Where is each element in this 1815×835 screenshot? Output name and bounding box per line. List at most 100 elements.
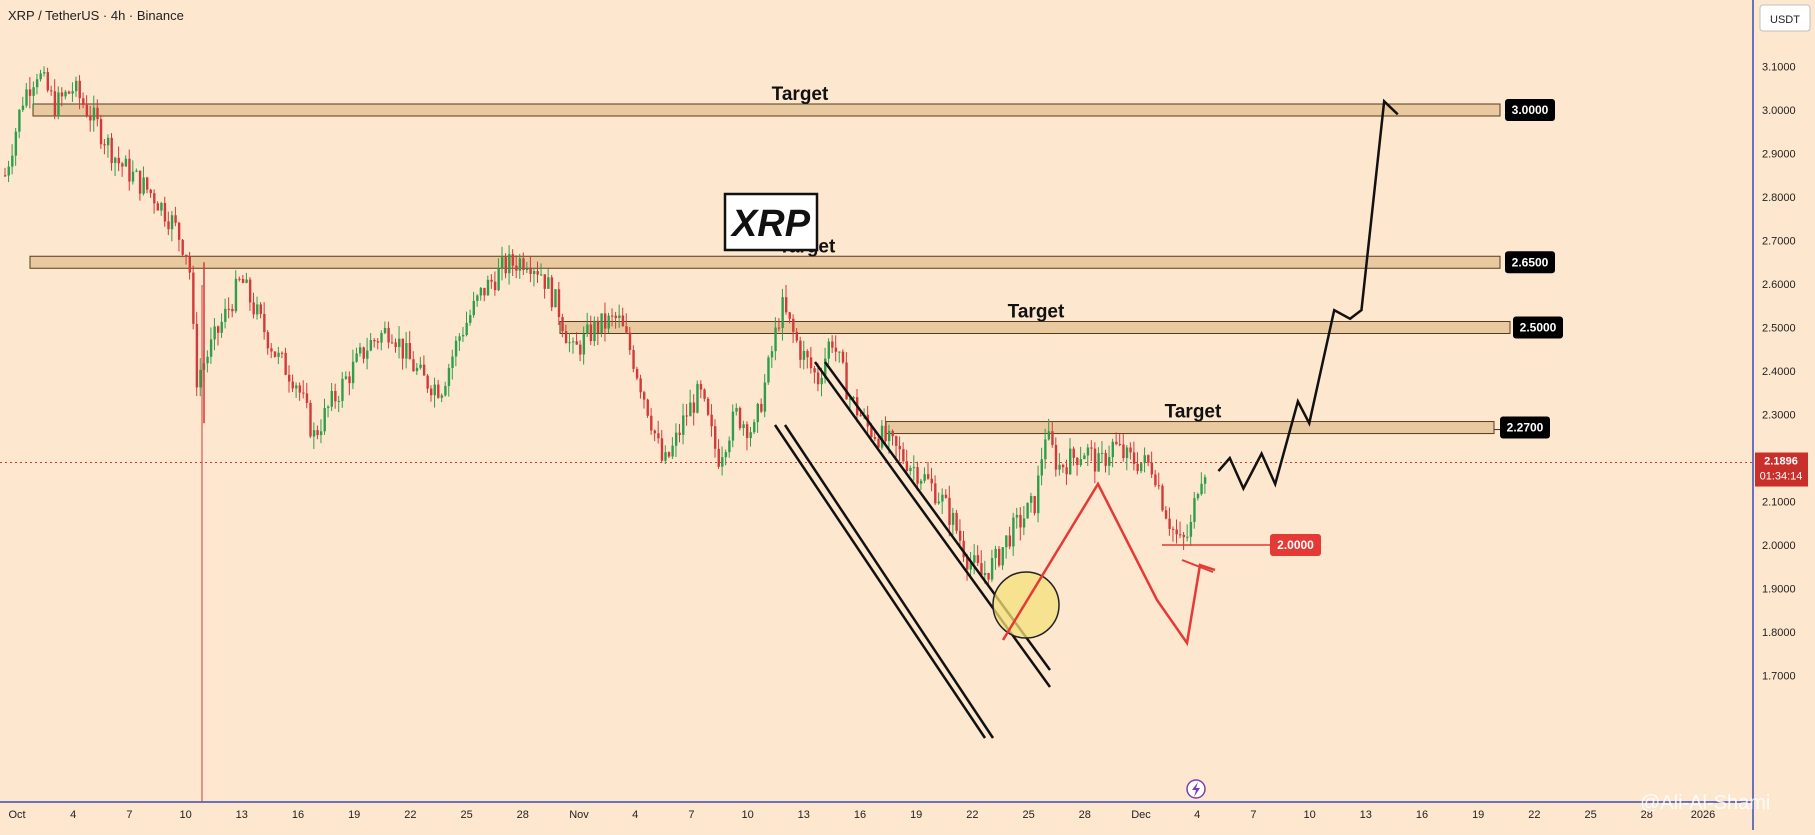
candle (288, 365, 291, 393)
candle (21, 96, 25, 112)
candle (1054, 437, 1058, 477)
candle (177, 221, 181, 252)
candle (220, 313, 223, 338)
candle (919, 478, 923, 490)
candle (1104, 449, 1107, 473)
candle (213, 318, 216, 351)
candle (934, 475, 937, 506)
candle (944, 489, 948, 499)
candle (1179, 521, 1182, 539)
y-tick-label: 2.6000 (1762, 279, 1796, 291)
candle (440, 393, 444, 403)
candle (493, 271, 497, 296)
breakout-highlight-circle (992, 571, 1060, 639)
candle (770, 345, 774, 368)
target-value: 2.6500 (1512, 255, 1549, 269)
y-tick-label: 2.5000 (1762, 323, 1796, 335)
candle (1019, 507, 1022, 541)
candle (1076, 457, 1079, 476)
candle (678, 424, 681, 443)
currency-button[interactable]: USDT (1759, 4, 1811, 32)
candle (1079, 446, 1083, 467)
candle (309, 400, 312, 439)
candle (1157, 472, 1161, 490)
candle (664, 445, 667, 464)
candle (568, 332, 571, 353)
candle (990, 549, 994, 583)
candle (192, 265, 195, 330)
x-tick-label: 4 (70, 809, 76, 821)
candle (195, 312, 199, 397)
y-tick-label: 3.0000 (1762, 105, 1796, 117)
x-tick-label: 28 (517, 809, 529, 821)
candle (302, 380, 305, 399)
x-axis: Oct 4 7 10 13 16 19 22 25 28 Nov 4 7 10 13 16 19 22 25 28 De… (8, 809, 1715, 821)
candle (596, 316, 600, 346)
target-label: Target (772, 84, 829, 105)
x-tick-label: 16 (854, 809, 866, 821)
candle (561, 313, 564, 338)
title-box: XRP (723, 192, 819, 252)
x-tick-label: 28 (1079, 809, 1091, 821)
candle (522, 252, 525, 275)
candle (4, 167, 7, 178)
candle (25, 82, 28, 108)
candle (92, 95, 96, 132)
candle (809, 346, 813, 374)
candle (114, 156, 117, 176)
candle (291, 374, 294, 393)
candle (927, 461, 930, 480)
x-tick-label: 7 (1250, 809, 1256, 821)
candle (834, 335, 838, 362)
candle (376, 338, 380, 350)
candle (238, 276, 241, 282)
candle (763, 374, 767, 418)
candle (550, 274, 554, 312)
candle (422, 355, 426, 376)
candle (369, 332, 373, 352)
x-tick-label: 19 (1472, 809, 1484, 821)
candle (1061, 463, 1065, 473)
candle (600, 313, 603, 338)
candle (895, 435, 898, 458)
candle (206, 350, 209, 373)
candle (39, 69, 42, 82)
candle (185, 254, 188, 265)
candle (1125, 444, 1129, 471)
candle (1072, 446, 1075, 466)
candle (479, 287, 483, 301)
x-tick-label: 25 (460, 809, 472, 821)
candle (650, 408, 653, 435)
target-zone: Target 2.5000 (559, 302, 1563, 339)
candle (71, 82, 74, 103)
candle (252, 292, 255, 319)
candle (685, 404, 688, 426)
candle (53, 79, 57, 120)
candle (806, 349, 809, 369)
x-tick-label: 2026 (1691, 809, 1715, 821)
candle (412, 351, 415, 372)
candle (976, 545, 980, 567)
candle (639, 374, 642, 399)
candle (557, 281, 561, 326)
title-text: XRP (730, 203, 811, 245)
candle (1143, 447, 1146, 473)
candle (401, 338, 404, 370)
candle (348, 371, 351, 396)
target-value: 2.5000 (1520, 321, 1557, 335)
candle (245, 272, 248, 284)
candle (1150, 451, 1154, 479)
candle (390, 334, 394, 344)
candle (674, 423, 678, 458)
candle (270, 343, 273, 359)
lightning-icon[interactable] (1186, 779, 1206, 799)
candle (341, 371, 344, 408)
candle (280, 351, 284, 359)
x-tick-label: 25 (1584, 809, 1596, 821)
candle (430, 385, 433, 402)
candle (32, 81, 35, 109)
candle (532, 267, 536, 287)
candle (667, 451, 671, 459)
